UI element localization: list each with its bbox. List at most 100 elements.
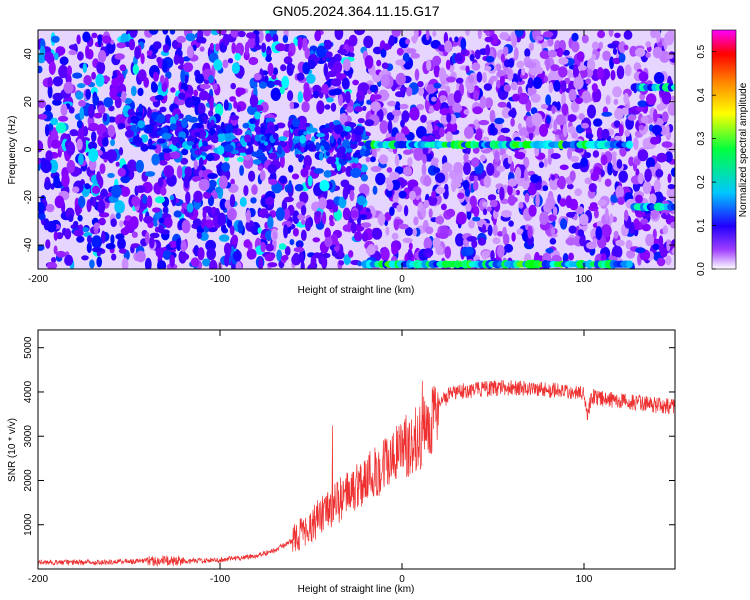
spectrogram-cell — [414, 68, 420, 81]
spectrogram-cell — [307, 143, 316, 152]
spectrogram-cell — [515, 166, 522, 180]
spectrogram-cell — [338, 94, 344, 106]
spectrogram-cell — [185, 33, 196, 42]
spectrogram-cell — [115, 233, 125, 240]
spectrogram-cell — [237, 156, 244, 162]
spectrogram-cell — [507, 58, 515, 68]
spectrogram-cell — [137, 120, 145, 129]
spectrogram-cell — [230, 30, 240, 38]
spectrogram-cell — [591, 53, 596, 60]
spectrogram-cell — [320, 127, 331, 133]
spectrogram-cell — [616, 65, 625, 80]
spectrogram-cell — [665, 124, 670, 137]
spectrogram-cell — [220, 223, 227, 233]
spectrogram-cell — [282, 35, 289, 43]
spectrogram-cell — [445, 131, 453, 143]
spectrogram-cell — [363, 35, 374, 49]
spectrogram-cell — [550, 153, 561, 160]
spectrogram-cell — [482, 72, 487, 83]
spectrogram-cell — [640, 116, 649, 124]
spectrogram-cell — [505, 68, 512, 76]
spectrogram-cell — [399, 103, 409, 110]
spectrogram-cell — [580, 68, 588, 79]
spectrogram-cell — [357, 141, 365, 146]
spectrogram-cell — [78, 195, 86, 208]
spectrogram-cell — [547, 49, 558, 58]
spectrogram-cell — [612, 57, 621, 65]
spectrogram-cell — [530, 107, 538, 115]
spectrogram-cell — [484, 250, 491, 257]
spectrogram-cell — [607, 43, 618, 49]
spectrogram-cell — [356, 195, 367, 206]
spectrogram-cell — [307, 175, 313, 187]
y-tick-label: -40 — [23, 237, 34, 252]
spectrogram-cell — [433, 125, 439, 131]
spectrogram-cell — [342, 224, 352, 232]
spectrogram-cell — [162, 30, 169, 35]
spectrogram-cell — [567, 69, 573, 79]
spectrogram-cell — [653, 72, 665, 84]
spectrogram-cell — [624, 209, 629, 222]
spectrogram-cell — [357, 261, 362, 267]
spectrogram-cell — [524, 48, 531, 58]
spectrogram-cell — [209, 42, 214, 51]
spectrogram-cell — [149, 236, 155, 249]
figure-title: GN05.2024.364.11.15.G17 — [272, 3, 439, 19]
spectrogram-cell — [268, 178, 278, 185]
spectrogram-cell — [348, 34, 358, 47]
spectrogram-cell — [38, 213, 46, 221]
spectrogram-cell — [611, 151, 617, 158]
spectrogram-cell — [234, 53, 241, 61]
spectrogram-cell — [628, 156, 635, 167]
spectrogram-cell — [229, 96, 237, 102]
spectrogram-cell — [101, 137, 109, 147]
y-tick-label: 40 — [23, 48, 34, 60]
spectrogram-cell — [612, 155, 617, 166]
spectrogram-cell — [645, 52, 651, 58]
y-tick-label: 1000 — [23, 513, 34, 536]
spectrogram-cell — [82, 31, 91, 43]
spectrogram-cell — [77, 214, 83, 222]
spectrogram-cell — [161, 82, 168, 93]
spectrogram-cell — [272, 231, 277, 240]
spectrogram-cell — [507, 178, 518, 187]
spectrogram-cell — [571, 162, 583, 170]
colorbar-tick-label: 0.3 — [696, 131, 707, 145]
spectrogram-cell — [223, 99, 229, 111]
spectrogram-cell — [265, 243, 274, 252]
spectrogram-cell — [494, 117, 505, 125]
spectrogram-cell — [235, 42, 245, 57]
spectrogram-cell — [403, 149, 412, 155]
spectrogram-cell — [337, 137, 342, 146]
spectrogram-cell — [463, 109, 470, 115]
spectrogram-cell — [369, 84, 378, 93]
spectrogram-cell — [229, 225, 235, 236]
spectrogram-cell — [205, 219, 214, 229]
spectrogram-cell — [102, 113, 108, 122]
spectrogram-cell — [91, 235, 103, 249]
spectrogram-cell — [575, 97, 583, 104]
spectrogram-cell — [472, 175, 479, 182]
spectrogram-cell — [581, 122, 589, 129]
spectrogram-cell — [216, 133, 226, 142]
spectrogram-cell — [130, 85, 137, 97]
spectrogram-cell — [412, 228, 417, 237]
spectrogram-cell — [503, 84, 511, 92]
spectrogram-cell — [511, 33, 518, 48]
spectrogram-cell — [289, 239, 295, 246]
y-tick-label: 20 — [23, 96, 34, 108]
spectrogram-cell — [358, 82, 369, 93]
spectrogram-cell — [135, 112, 144, 117]
spectrogram-cell — [482, 224, 486, 234]
spectrogram-cell — [637, 100, 648, 108]
spectrogram-cell — [432, 55, 442, 66]
spectrogram-cell — [278, 136, 288, 142]
spectrogram-cell — [314, 211, 321, 217]
spectrogram-cell — [473, 205, 480, 218]
spectrogram-cell — [98, 217, 106, 226]
spectrogram-cell — [267, 125, 275, 134]
spectrogram-cell — [88, 148, 99, 162]
spectrogram-cell — [293, 247, 305, 253]
spectrogram-cell — [55, 46, 66, 56]
spectrogram-cell — [507, 194, 516, 206]
